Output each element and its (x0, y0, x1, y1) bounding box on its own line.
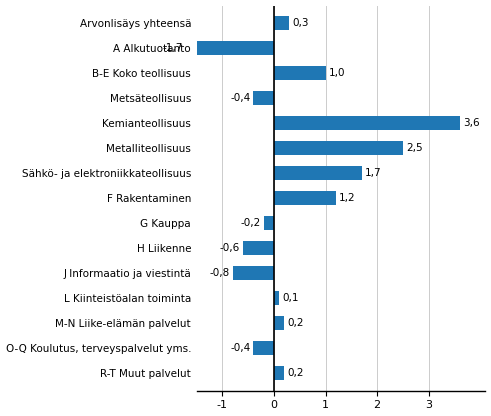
Text: -0,8: -0,8 (209, 268, 230, 278)
Text: 0,2: 0,2 (287, 318, 304, 328)
Bar (243, 241, 274, 255)
Bar (274, 366, 284, 380)
Bar (274, 116, 460, 130)
Bar (274, 166, 362, 180)
Text: -0,6: -0,6 (219, 243, 240, 253)
Text: 1,7: 1,7 (365, 168, 382, 178)
Text: 3,6: 3,6 (463, 118, 479, 128)
Text: -1,7: -1,7 (163, 43, 183, 53)
Text: -0,4: -0,4 (230, 93, 250, 103)
Bar (274, 191, 336, 205)
Bar (274, 66, 326, 80)
Bar (274, 291, 279, 305)
Bar (253, 341, 274, 355)
Text: 1,0: 1,0 (328, 68, 345, 78)
Text: 0,1: 0,1 (282, 293, 299, 303)
Bar (186, 41, 274, 55)
Text: 1,2: 1,2 (339, 193, 355, 203)
Bar (253, 91, 274, 105)
Text: 0,3: 0,3 (293, 18, 309, 28)
Bar (233, 266, 274, 280)
Bar (274, 141, 403, 155)
Text: 0,2: 0,2 (287, 368, 304, 378)
Text: -0,2: -0,2 (240, 218, 261, 228)
Bar (274, 16, 290, 30)
Text: 2,5: 2,5 (406, 143, 423, 153)
Text: -0,4: -0,4 (230, 343, 250, 353)
Bar (274, 316, 284, 330)
Bar (264, 216, 274, 230)
